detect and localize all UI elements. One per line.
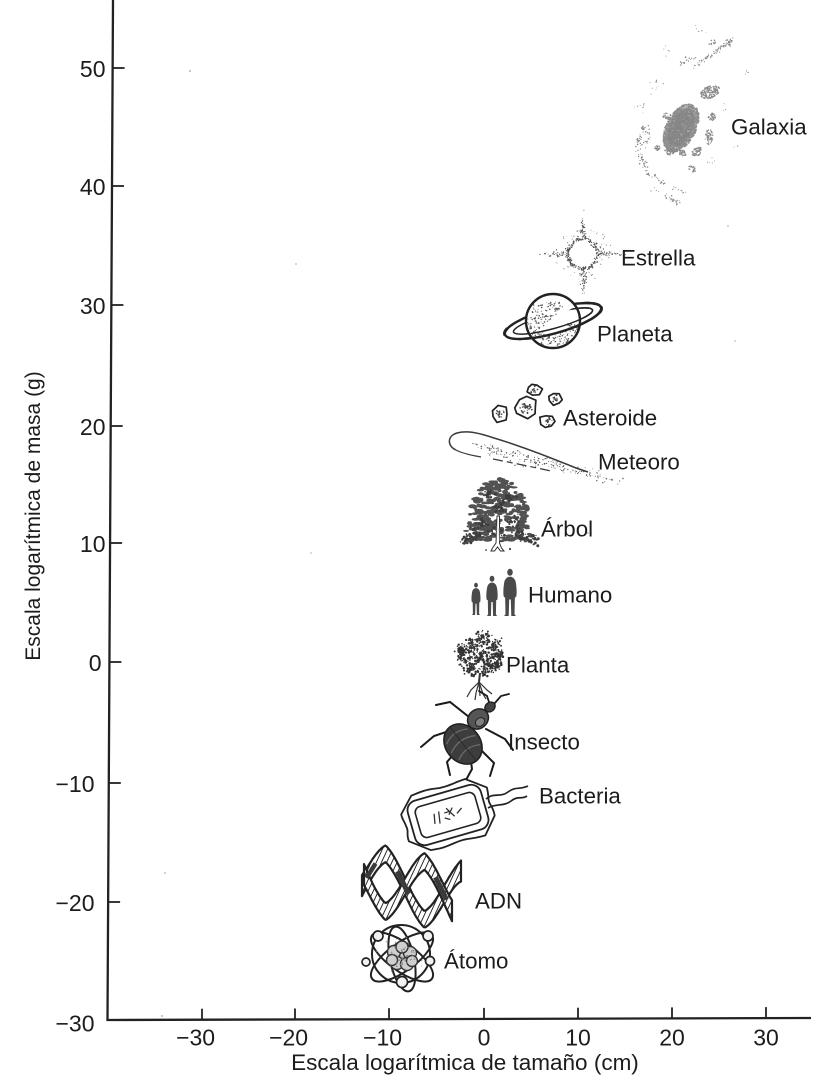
svg-text:Átomo: Átomo [444, 949, 508, 974]
svg-text:30: 30 [80, 293, 106, 319]
svg-text:20: 20 [659, 1025, 685, 1051]
svg-text:Galaxia: Galaxia [731, 115, 807, 140]
svg-text:Planta: Planta [506, 653, 570, 678]
svg-text:Asteroide: Asteroide [563, 406, 657, 431]
svg-text:−10: −10 [363, 1025, 402, 1051]
svg-text:Planeta: Planeta [597, 322, 673, 347]
svg-text:Meteoro: Meteoro [598, 450, 680, 475]
svg-text:Árbol: Árbol [541, 517, 593, 542]
svg-text:40: 40 [80, 174, 106, 200]
svg-text:50: 50 [80, 56, 106, 82]
svg-text:10: 10 [565, 1025, 591, 1051]
svg-text:Insecto: Insecto [508, 730, 580, 755]
svg-text:0: 0 [89, 650, 102, 676]
svg-text:Bacteria: Bacteria [539, 784, 621, 809]
svg-text:Escala logarítmica de masa (g): Escala logarítmica de masa (g) [22, 371, 45, 660]
svg-text:30: 30 [753, 1025, 779, 1051]
svg-text:ADN: ADN [475, 889, 522, 914]
svg-text:−10: −10 [55, 771, 94, 797]
svg-text:20: 20 [80, 414, 106, 440]
svg-text:Estrella: Estrella [621, 246, 696, 271]
svg-text:0: 0 [478, 1025, 491, 1051]
svg-text:Escala logarítmica de tamaño (: Escala logarítmica de tamaño (cm) [291, 1050, 639, 1075]
svg-text:Humano: Humano [528, 583, 612, 608]
svg-text:−30: −30 [55, 1011, 94, 1037]
svg-text:10: 10 [80, 531, 106, 557]
svg-text:−30: −30 [176, 1025, 215, 1051]
svg-text:−20: −20 [269, 1025, 308, 1051]
svg-text:−20: −20 [55, 890, 94, 916]
